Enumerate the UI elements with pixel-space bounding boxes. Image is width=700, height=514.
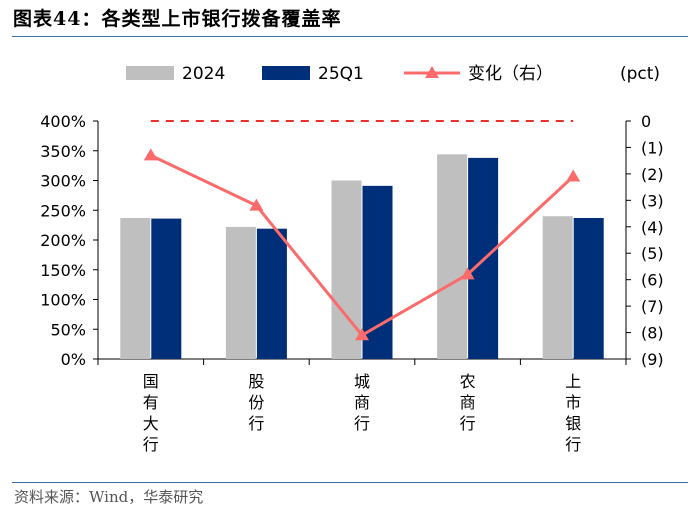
y-right-tick-label: (4) bbox=[641, 218, 664, 237]
y-left-tick-label: 200% bbox=[40, 231, 86, 250]
y-right-tick-label: (7) bbox=[641, 297, 664, 316]
change-line bbox=[150, 154, 575, 338]
legend: 2024 25Q1 变化（右） (pct) bbox=[126, 64, 660, 84]
x-tick-label: 国有大行 bbox=[143, 372, 159, 454]
y-left-tick-label: 150% bbox=[40, 261, 86, 280]
chart-marks bbox=[120, 120, 604, 359]
provision-coverage-chart: 2024 25Q1 变化（右） (pct) 0% 50% 100% 150% 200% 250%… bbox=[40, 64, 663, 454]
y-left-tick-label: 350% bbox=[40, 142, 86, 161]
source-note: 资料来源：Wind，华泰研究 bbox=[14, 488, 204, 506]
figure-title: 图表44：各类型上市银行拨备覆盖率 bbox=[13, 8, 342, 30]
bar-2024 bbox=[120, 217, 151, 359]
x-tick-label: 农商行 bbox=[460, 372, 476, 433]
bar-2024 bbox=[542, 216, 573, 359]
y-right-tick-label: (2) bbox=[641, 165, 664, 184]
x-tick-label: 上市银行 bbox=[565, 372, 581, 454]
axes: 0% 50% 100% 150% 200% 250% 300% 350% 400% (9) (8) (… bbox=[40, 112, 663, 454]
right-axis-unit: (pct) bbox=[620, 64, 660, 84]
x-tick-label: 股份行 bbox=[248, 372, 264, 433]
y-right-tick-label: (1) bbox=[641, 138, 664, 157]
legend-label-2024: 2024 bbox=[182, 64, 225, 84]
legend-label-change: 变化（右） bbox=[468, 64, 553, 84]
bar-2024 bbox=[437, 154, 468, 359]
bar-25q1 bbox=[151, 218, 182, 359]
y-left-tick-label: 0% bbox=[61, 350, 86, 369]
bar-2024 bbox=[225, 226, 256, 359]
title-rule bbox=[12, 36, 688, 37]
y-left-tick-label: 50% bbox=[50, 320, 86, 339]
bar-25q1 bbox=[362, 185, 393, 359]
change-point bbox=[566, 169, 581, 182]
legend-label-25q1: 25Q1 bbox=[318, 64, 364, 84]
y-left-tick-label: 100% bbox=[40, 291, 86, 310]
y-right-tick-label: (5) bbox=[641, 244, 664, 263]
y-right-tick-label: (9) bbox=[641, 350, 664, 369]
bar-25q1 bbox=[256, 228, 287, 359]
change-point bbox=[143, 148, 158, 161]
y-right-tick-label: (3) bbox=[641, 191, 664, 210]
bar-25q1 bbox=[573, 217, 604, 359]
bar-2024 bbox=[331, 180, 362, 359]
y-right-tick-label: (6) bbox=[641, 271, 664, 290]
y-left-tick-label: 300% bbox=[40, 172, 86, 191]
x-tick-label: 城商行 bbox=[354, 372, 370, 433]
change-point bbox=[249, 198, 264, 211]
y-left-tick-label: 400% bbox=[40, 112, 86, 131]
y-right-tick-label: 0 bbox=[641, 112, 651, 131]
y-right-tick-label: (8) bbox=[641, 324, 664, 343]
legend-swatch-2024 bbox=[126, 66, 174, 80]
legend-swatch-25q1 bbox=[262, 66, 310, 80]
footer-rule bbox=[12, 482, 688, 483]
change-point bbox=[460, 267, 475, 280]
y-left-tick-label: 250% bbox=[40, 201, 86, 220]
legend-marker-change bbox=[425, 66, 439, 78]
change-point bbox=[355, 328, 369, 341]
